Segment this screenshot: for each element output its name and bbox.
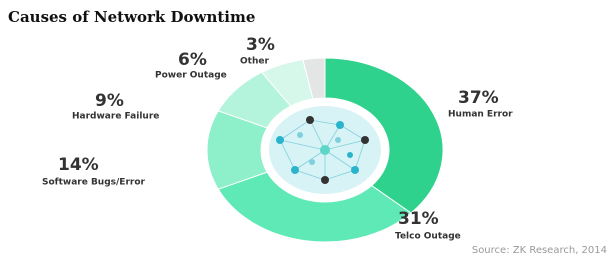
value-label: 3% [246,35,275,55]
value-label: 9% [95,91,124,111]
network-illustration [263,100,387,200]
value-label: 31% [398,209,439,229]
category-label: Telco Outage [395,232,461,242]
source: Source: ZK Research, 2014 [472,245,607,256]
chart-title: Causes of Network Downtime [8,8,255,26]
value-label: 6% [178,50,207,70]
category-label: Other [240,57,269,67]
category-label: Human Error [448,110,513,120]
value-label: 14% [58,155,99,175]
category-label: Power Outage [155,71,227,81]
chart: Causes of Network Downtime Source: ZK Re… [0,0,615,257]
category-label: Hardware Failure [72,112,159,122]
value-label: 37% [458,88,499,108]
category-label: Software Bugs/Error [42,178,146,188]
